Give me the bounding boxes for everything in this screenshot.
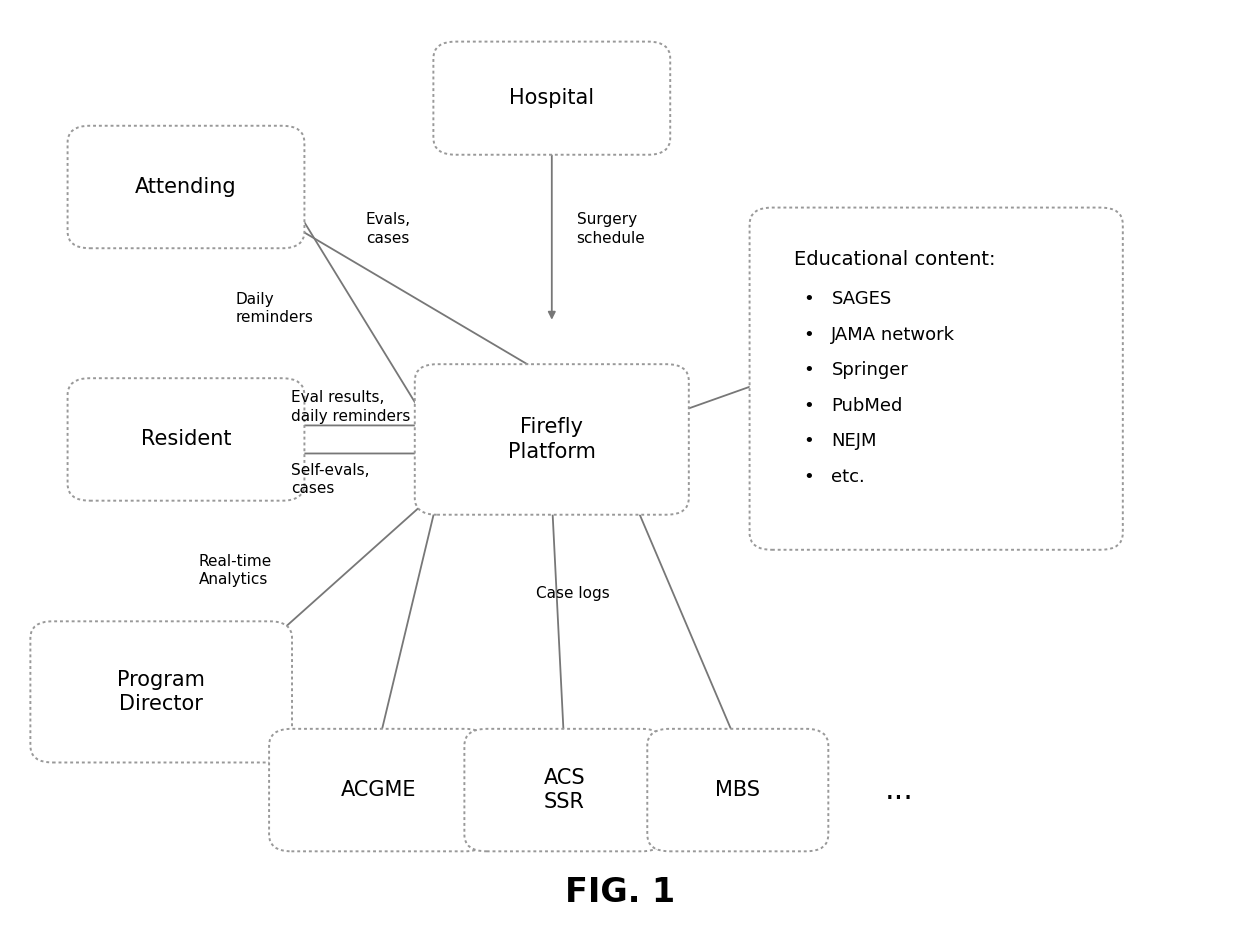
Text: Educational content:: Educational content: bbox=[795, 251, 996, 269]
Text: FIG. 1: FIG. 1 bbox=[565, 876, 675, 910]
Text: PubMed: PubMed bbox=[832, 396, 903, 415]
Text: •: • bbox=[804, 361, 813, 380]
Text: NEJM: NEJM bbox=[832, 432, 877, 451]
Text: etc.: etc. bbox=[832, 468, 866, 486]
Text: Self-evals,
cases: Self-evals, cases bbox=[291, 463, 370, 496]
Text: Case logs: Case logs bbox=[536, 586, 609, 601]
Text: MBS: MBS bbox=[715, 780, 760, 800]
FancyBboxPatch shape bbox=[269, 729, 487, 851]
Text: •: • bbox=[804, 325, 813, 344]
Text: •: • bbox=[804, 290, 813, 309]
Text: Surgery
schedule: Surgery schedule bbox=[577, 212, 645, 246]
Text: Real-time
Analytics: Real-time Analytics bbox=[198, 554, 272, 587]
FancyBboxPatch shape bbox=[434, 41, 670, 154]
Text: Attending: Attending bbox=[135, 177, 237, 197]
Text: Daily
reminders: Daily reminders bbox=[236, 292, 314, 325]
Text: ...: ... bbox=[884, 775, 914, 805]
Text: Springer: Springer bbox=[832, 361, 908, 380]
Text: JAMA network: JAMA network bbox=[832, 325, 956, 344]
Text: Evals,
cases: Evals, cases bbox=[366, 212, 410, 246]
FancyBboxPatch shape bbox=[647, 729, 828, 851]
Text: Hospital: Hospital bbox=[510, 88, 594, 108]
FancyBboxPatch shape bbox=[414, 364, 689, 514]
Text: ACS
SSR: ACS SSR bbox=[543, 768, 585, 813]
FancyBboxPatch shape bbox=[67, 125, 305, 248]
Text: SAGES: SAGES bbox=[832, 290, 892, 309]
Text: •: • bbox=[804, 396, 813, 415]
FancyBboxPatch shape bbox=[749, 208, 1123, 550]
Text: Firefly
Platform: Firefly Platform bbox=[508, 417, 595, 462]
Text: •: • bbox=[804, 432, 813, 451]
FancyBboxPatch shape bbox=[31, 621, 293, 763]
FancyBboxPatch shape bbox=[67, 378, 305, 501]
Text: Resident: Resident bbox=[141, 429, 231, 450]
Text: ACGME: ACGME bbox=[341, 780, 415, 800]
Text: Eval results,
daily reminders: Eval results, daily reminders bbox=[291, 390, 410, 424]
Text: Program
Director: Program Director bbox=[118, 669, 205, 714]
Text: •: • bbox=[804, 468, 813, 486]
FancyBboxPatch shape bbox=[464, 729, 665, 851]
